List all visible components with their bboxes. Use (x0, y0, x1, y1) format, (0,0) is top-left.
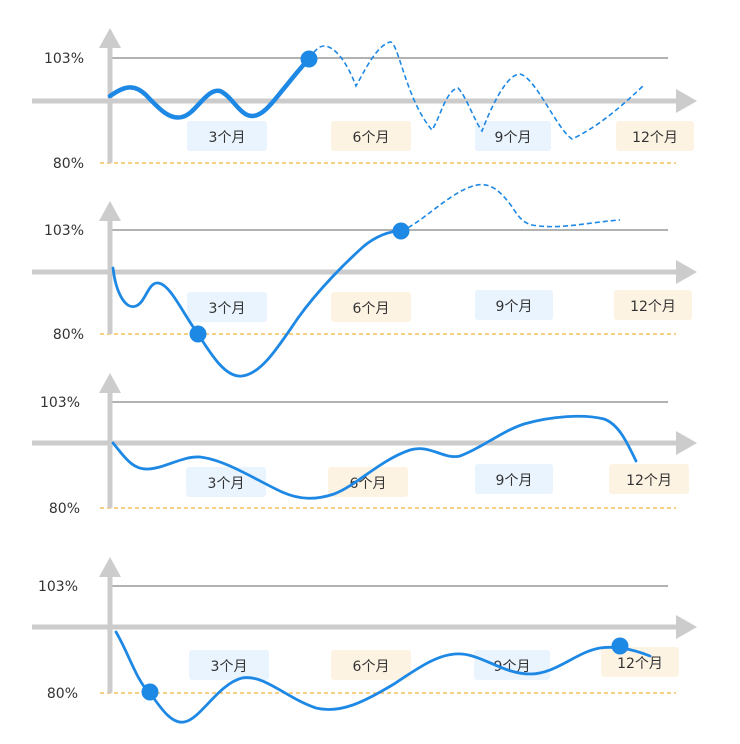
y-axis-arrow (99, 28, 121, 48)
svg-text:9个月: 9个月 (495, 130, 532, 146)
tag-6-months: 6个月 (331, 292, 411, 322)
panel-4: 103% 80% 3个月 6个月 9个月 12个月 (32, 557, 697, 724)
x-axis-arrow (676, 260, 697, 284)
svg-text:3个月: 3个月 (211, 659, 248, 675)
svg-text:3个月: 3个月 (209, 130, 246, 146)
svg-text:12个月: 12个月 (632, 130, 678, 146)
panel-2: 103% 80% 3个月 6个月 9个月 12个月 (32, 183, 697, 378)
tag-9-months: 9个月 (475, 464, 553, 494)
svg-text:9个月: 9个月 (496, 473, 533, 489)
svg-text:6个月: 6个月 (353, 301, 390, 317)
x-axis-arrow (676, 89, 697, 113)
svg-text:6个月: 6个月 (350, 476, 387, 492)
tag-12-months: 12个月 (609, 464, 689, 494)
label-bottom: 80% (49, 501, 80, 517)
label-top: 103% (38, 579, 78, 595)
label-top: 103% (40, 395, 80, 411)
curve-solid (111, 414, 638, 500)
svg-text:12个月: 12个月 (630, 299, 676, 315)
label-bottom: 80% (53, 327, 84, 343)
svg-text:3个月: 3个月 (208, 476, 245, 492)
tag-12-months: 12个月 (614, 290, 692, 320)
tag-9-months: 9个月 (475, 121, 551, 151)
label-bottom: 80% (47, 686, 78, 702)
data-point-marker-1 (189, 325, 207, 343)
data-point-marker-2 (392, 222, 410, 240)
svg-text:12个月: 12个月 (617, 656, 663, 672)
curve-solid (114, 630, 652, 724)
y-axis-arrow (99, 201, 121, 221)
panel-3: 103% 80% 3个月 6个月 9个月 12个月 (32, 373, 697, 517)
svg-text:9个月: 9个月 (496, 299, 533, 315)
y-axis-arrow (99, 557, 121, 577)
data-point-marker-1 (141, 683, 159, 701)
panel-1: 103% 80% 3个月 6个月 9个月 12个月 (32, 28, 697, 172)
data-point-marker-2 (611, 637, 629, 655)
x-axis-arrow (676, 615, 697, 639)
tag-3-months: 3个月 (187, 292, 267, 322)
data-point-marker (300, 50, 318, 68)
tag-6-months: 6个月 (328, 467, 408, 497)
label-top: 103% (44, 223, 84, 239)
curve-solid (111, 229, 403, 378)
tag-3-months: 3个月 (186, 467, 266, 497)
label-bottom: 80% (53, 156, 84, 172)
tag-9-months: 9个月 (475, 290, 553, 320)
tag-6-months: 6个月 (331, 121, 411, 151)
tag-9-months: 9个月 (474, 650, 550, 680)
tag-12-months: 12个月 (601, 647, 679, 677)
svg-text:3个月: 3个月 (209, 301, 246, 317)
svg-text:6个月: 6个月 (353, 130, 390, 146)
curve-dashed (400, 183, 621, 232)
label-top: 103% (44, 51, 84, 67)
tag-6-months: 6个月 (331, 650, 411, 680)
tag-3-months: 3个月 (189, 650, 269, 680)
y-axis-arrow (99, 373, 121, 393)
svg-text:12个月: 12个月 (626, 473, 672, 489)
tag-3-months: 3个月 (187, 121, 267, 151)
svg-text:9个月: 9个月 (494, 659, 531, 675)
x-axis-arrow (676, 431, 697, 455)
tag-12-months: 12个月 (616, 121, 694, 151)
svg-text:6个月: 6个月 (353, 659, 390, 675)
curve-solid (107, 56, 312, 120)
curve-dashed (308, 41, 645, 140)
